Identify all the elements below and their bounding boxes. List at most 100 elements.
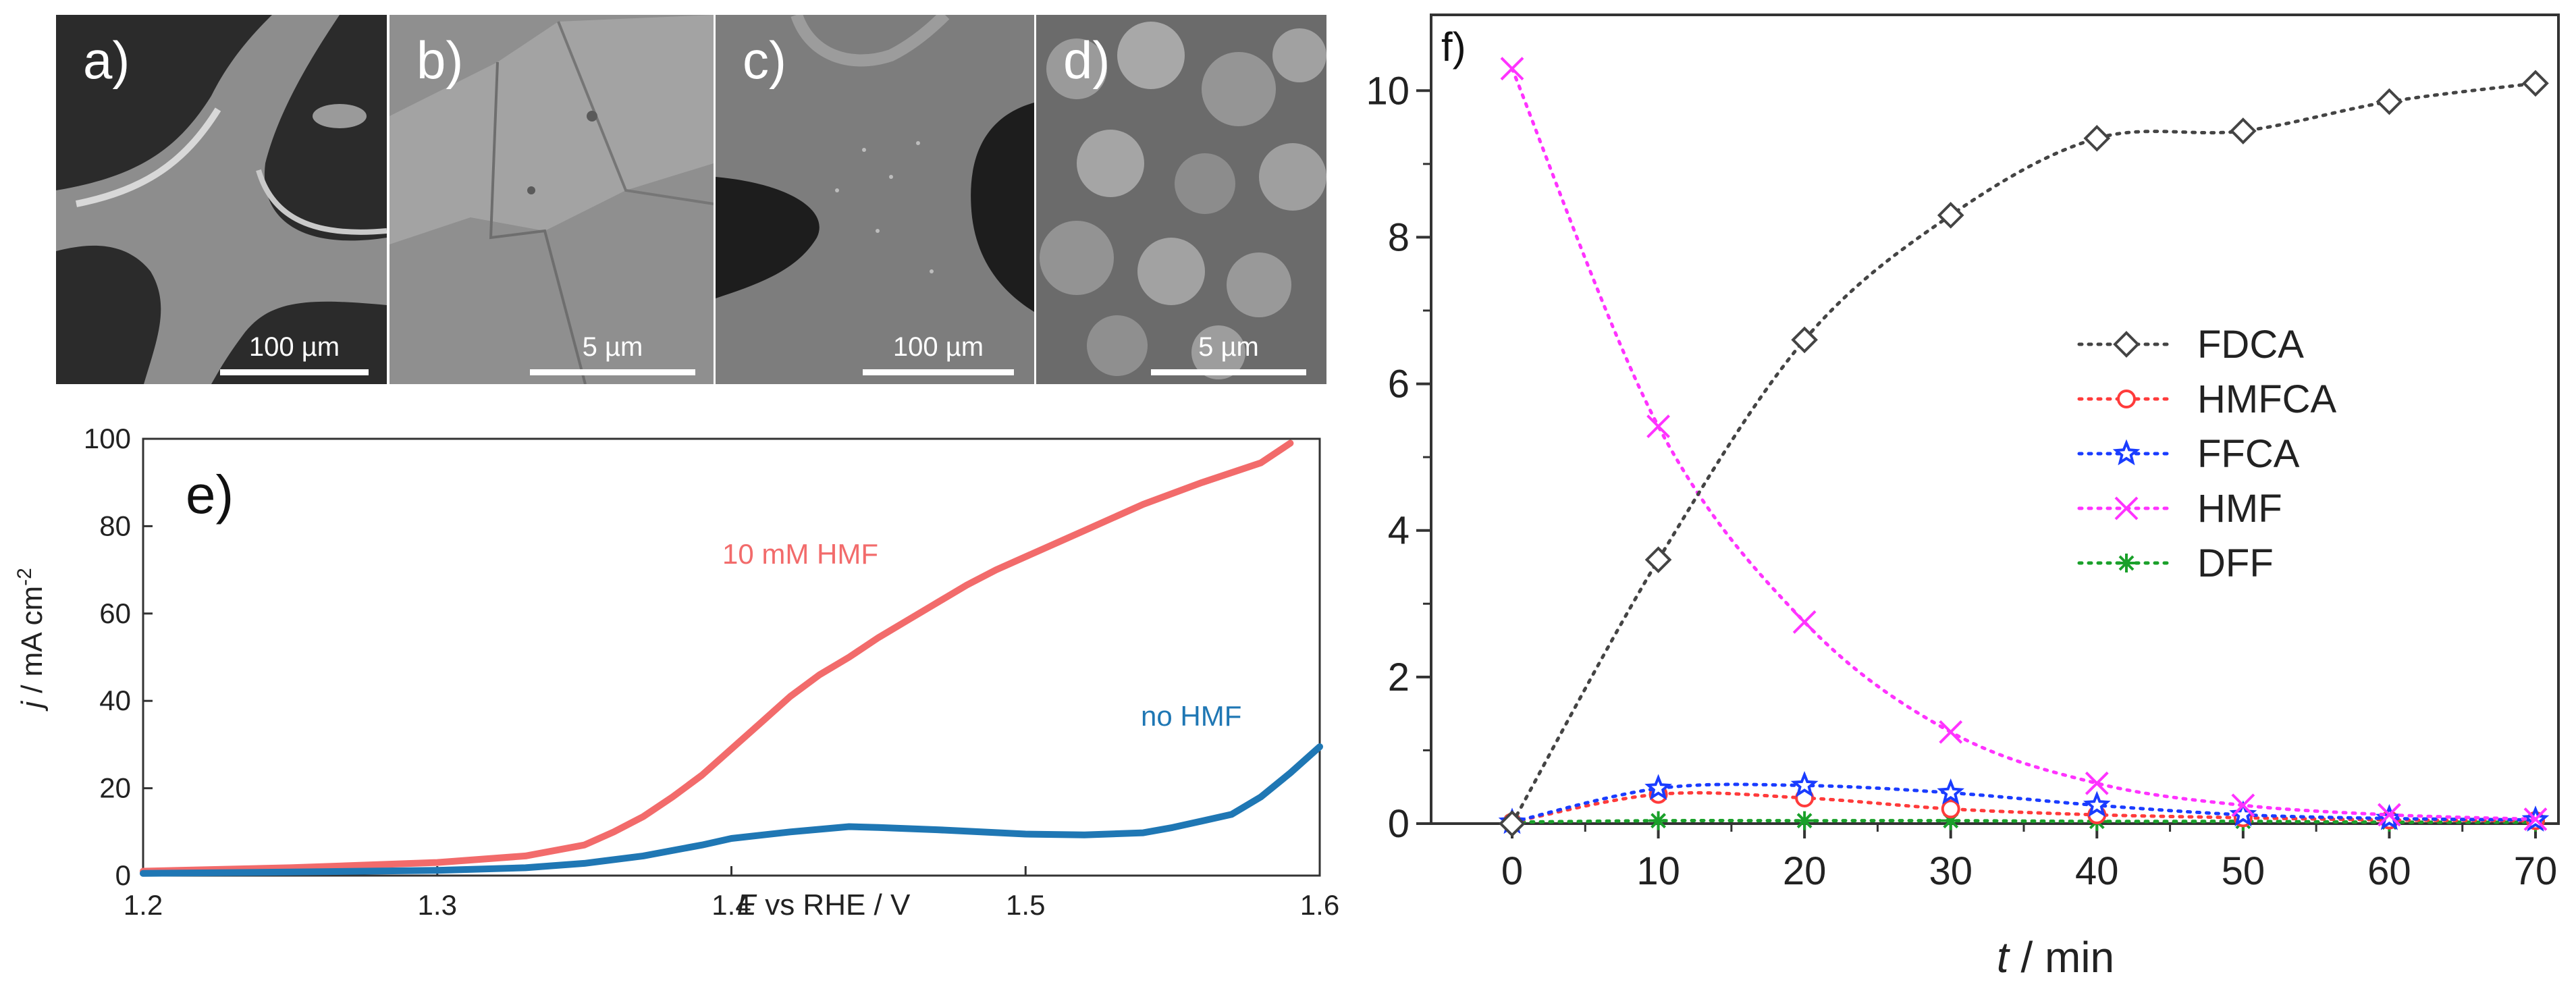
e-series-line-1 xyxy=(140,743,1323,877)
f-ytick-label: 4 xyxy=(1388,509,1410,553)
e-xtick-label: 1.4 xyxy=(712,889,751,921)
e-ytick-label: 100 xyxy=(84,423,131,454)
e-xtick-label: 1.6 xyxy=(1300,889,1339,921)
f-point-fdca xyxy=(2376,88,2403,115)
f-ytick-label: 2 xyxy=(1388,656,1410,699)
e-xlabel-italic: E xyxy=(737,888,757,921)
f-ytick-label: 10 xyxy=(1366,69,1410,113)
f-legend-marker-hmfca xyxy=(2117,390,2136,408)
scale-text-c: 100 µm xyxy=(892,332,984,362)
f-xtick-label: 70 xyxy=(2514,849,2558,893)
f-xtick-label: 20 xyxy=(1783,849,1827,893)
f-point-dff xyxy=(1941,811,1960,830)
sem-image-a: a) 100 µm xyxy=(56,15,387,384)
scale-text-b: 5 µm xyxy=(582,332,643,362)
sem-image-c: c) 100 µm xyxy=(716,15,1034,384)
f-series-line-fdca xyxy=(1510,81,2538,826)
sem-texture-c xyxy=(716,15,1034,384)
e-xtick-label: 1.3 xyxy=(418,889,457,921)
f-ytick-label: 8 xyxy=(1388,215,1410,259)
e-ylabel-rest: / mA cm xyxy=(16,586,49,701)
f-legend-label-ffca: FFCA xyxy=(2197,432,2300,476)
f-point-hmf xyxy=(1792,610,1817,634)
f-point-fdca xyxy=(1499,810,1526,837)
f-series xyxy=(1498,57,2550,837)
scale-text-a: 100 µm xyxy=(248,332,340,362)
scalebar-a xyxy=(220,369,369,375)
e-series xyxy=(140,439,1323,877)
f-legend: FDCA HMFCA FFCA HMF DFF xyxy=(2077,323,2337,585)
e-ylabel: j / mA cm-2 xyxy=(14,568,49,712)
f-panel-label: f) xyxy=(1441,24,1466,70)
e-ytick-label: 20 xyxy=(99,772,131,804)
e-series-line-0 xyxy=(140,439,1294,875)
sem-texture-d xyxy=(1036,15,1326,384)
e-ytick-label: 0 xyxy=(115,859,131,891)
f-point-dff xyxy=(1795,811,1815,830)
scalebar-b xyxy=(530,369,695,375)
f-xlabel-italic: t xyxy=(1997,933,2010,982)
f-ytick-label: 6 xyxy=(1388,363,1410,406)
f-legend-label-hmf: HMF xyxy=(2197,487,2282,531)
f-point-ffca xyxy=(2083,791,2111,818)
sem-image-b: b) 5 µm xyxy=(390,15,714,384)
scalebar-d xyxy=(1151,369,1306,375)
f-xtick-label: 50 xyxy=(2222,849,2265,893)
e-axes: 1.2 1.3 1.4 1.5 1.6 0 20 40 60 80 100 xyxy=(84,423,1339,921)
panel-label-d: d) xyxy=(1063,30,1110,90)
e-annotation-no-hmf: no HMF xyxy=(1141,700,1241,732)
f-point-fdca xyxy=(1791,326,1818,354)
f-xtick-label: 30 xyxy=(1929,849,1973,893)
chart-e: 1.2 1.3 1.4 1.5 1.6 0 20 40 60 80 100 e) 10 mM HMF… xyxy=(14,423,1339,921)
f-point-hmf xyxy=(2231,793,2255,818)
f-point-hmf xyxy=(2085,771,2109,795)
f-point-hmf xyxy=(1500,57,1524,81)
f-series-line-hmfca xyxy=(1510,791,2538,824)
e-panel-label: e) xyxy=(186,464,234,525)
f-xlabel: t / min xyxy=(1997,933,2114,982)
f-point-fdca xyxy=(2522,70,2549,97)
e-annotation-10mm-hmf: 10 mM HMF xyxy=(722,538,878,570)
f-point-fdca xyxy=(2230,117,2257,144)
e-xlabel-rest: vs RHE / V xyxy=(757,888,911,921)
sem-image-d: d) 5 µm xyxy=(1036,15,1326,384)
chart-f: 0 10 20 30 40 50 60 70 0 2 4 6 8 10 FDCA HMFCA FFCA HMF D… xyxy=(1366,14,2560,982)
f-legend-marker-hmf xyxy=(2114,496,2139,520)
sem-texture-b xyxy=(390,15,714,384)
f-legend-label-dff: DFF xyxy=(2197,541,2274,585)
e-ylabel-italic: j xyxy=(16,701,49,712)
e-ylabel-sup: -2 xyxy=(14,568,36,586)
f-point-ffca xyxy=(1790,771,1819,797)
e-ytick-label: 40 xyxy=(99,685,131,716)
f-legend-marker-dff xyxy=(2117,554,2136,572)
scale-text-d: 5 µm xyxy=(1198,332,1259,362)
scalebar-c xyxy=(863,369,1014,375)
f-point-hmf xyxy=(1646,415,1670,438)
f-point-ffca xyxy=(1644,774,1672,801)
f-point-hmf xyxy=(1939,720,1963,744)
f-point-fdca xyxy=(1644,546,1672,573)
f-legend-marker-ffca xyxy=(2112,439,2141,466)
f-series-line-hmf xyxy=(1510,67,2538,821)
f-xlabel-rest: / min xyxy=(2009,933,2114,982)
f-point-dff xyxy=(1648,811,1668,830)
panel-label-b: b) xyxy=(417,30,464,90)
e-xlabel: E vs RHE / V xyxy=(737,888,911,921)
f-xtick-label: 40 xyxy=(2075,849,2119,893)
f-legend-label-hmfca: HMFCA xyxy=(2197,377,2337,421)
f-xtick-label: 60 xyxy=(2367,849,2411,893)
f-point-hmf xyxy=(2523,807,2548,831)
f-point-fdca xyxy=(1937,202,1964,229)
f-point-ffca xyxy=(1937,778,1964,805)
e-ytick-label: 60 xyxy=(99,597,131,629)
f-point-hmf xyxy=(2378,803,2401,827)
e-ytick-label: 80 xyxy=(99,510,131,541)
f-xtick-label: 0 xyxy=(1501,849,1523,893)
panel-label-c: c) xyxy=(743,30,786,90)
f-legend-marker-fdca xyxy=(2113,331,2140,358)
f-frame xyxy=(1430,14,2560,825)
sem-texture-a xyxy=(56,15,387,384)
f-point-hmfca xyxy=(1941,799,1960,819)
panel-label-a: a) xyxy=(83,30,130,90)
f-legend-label-fdca: FDCA xyxy=(2197,323,2304,367)
